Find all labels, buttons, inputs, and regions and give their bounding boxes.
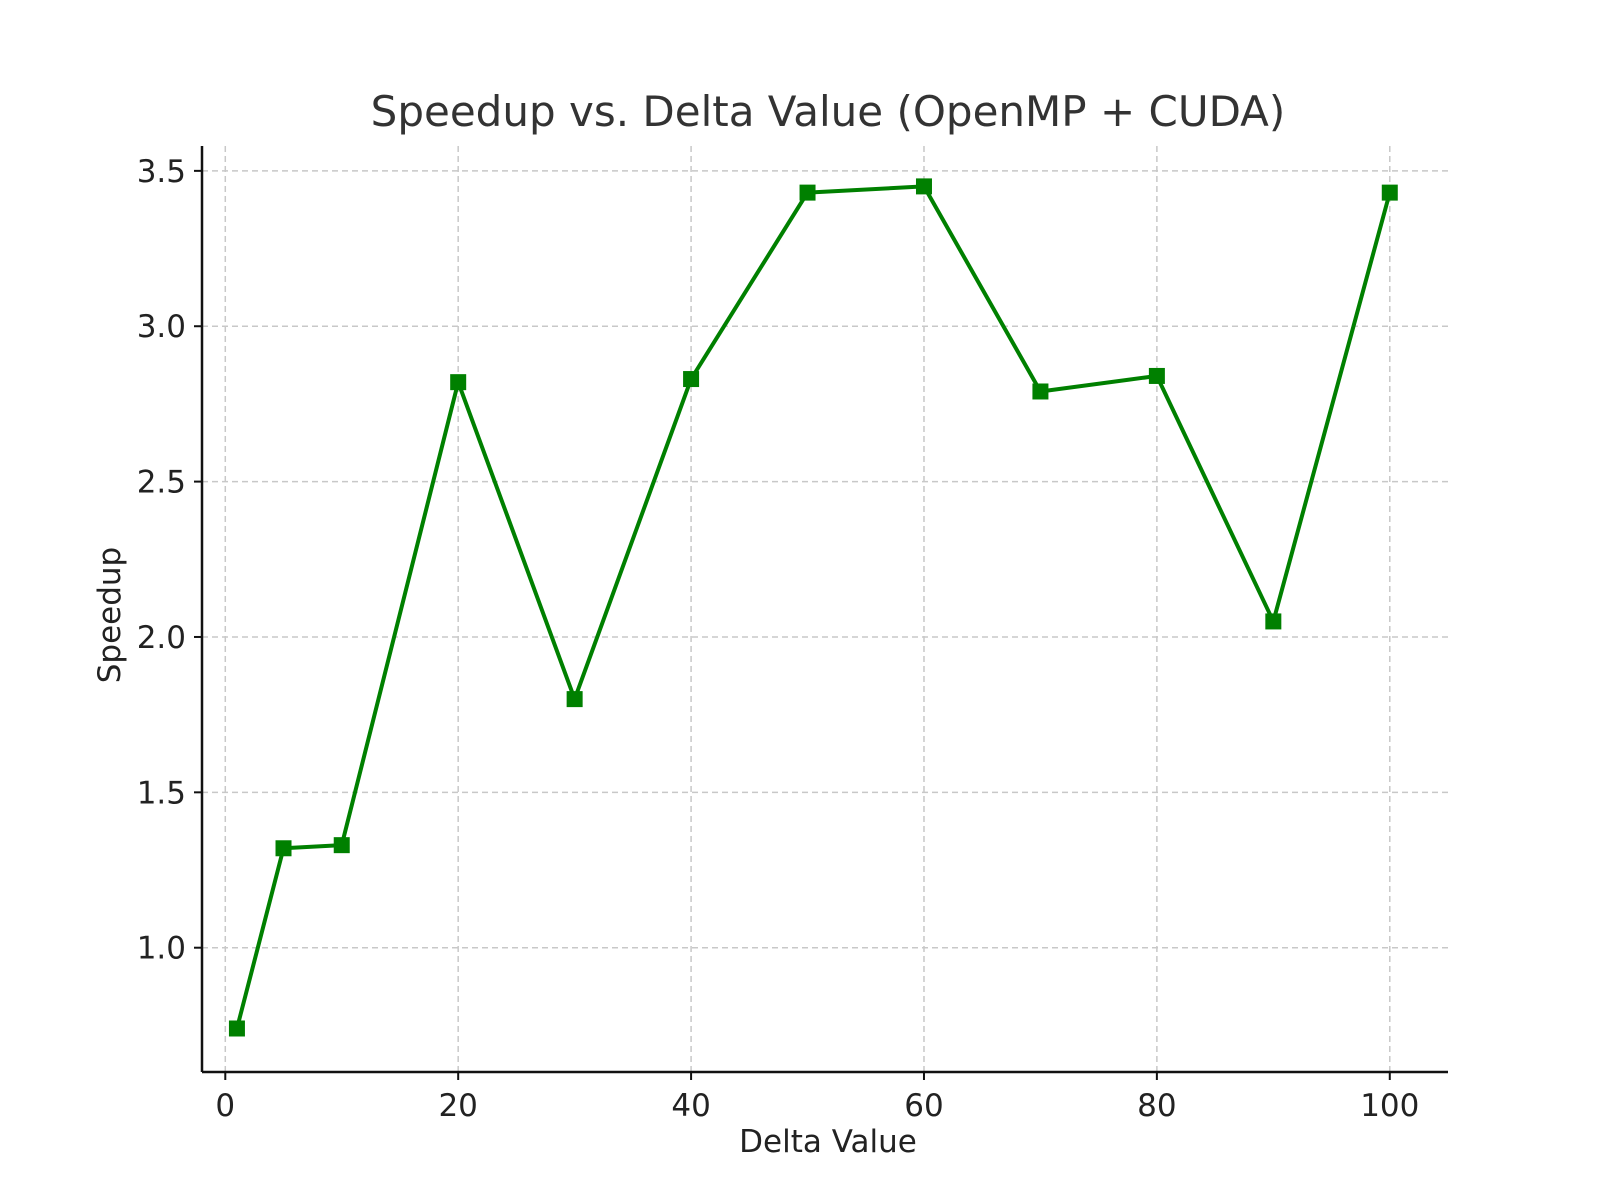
data-point-marker <box>1265 613 1282 630</box>
data-point-marker <box>450 374 467 391</box>
data-point-marker <box>799 184 816 201</box>
data-point-marker <box>566 691 583 708</box>
data-point-marker <box>1381 184 1398 201</box>
y-tick-label: 3.5 <box>137 154 186 190</box>
y-tick-label: 2.0 <box>137 620 186 656</box>
x-tick-label: 80 <box>1137 1088 1176 1124</box>
data-point-marker <box>275 840 292 857</box>
x-axis-label: Delta Value <box>739 1124 917 1160</box>
series-line <box>234 184 1392 1030</box>
x-tick-label: 60 <box>904 1088 943 1124</box>
x-tick-label: 100 <box>1360 1088 1419 1124</box>
y-tick-label: 2.5 <box>137 465 186 501</box>
data-point-marker <box>1032 383 1049 400</box>
data-point-marker <box>1148 367 1165 384</box>
data-point-marker <box>333 837 350 854</box>
y-tick-label: 1.0 <box>137 931 186 967</box>
y-tick-label: 1.5 <box>137 775 186 811</box>
x-tick-label: 0 <box>215 1088 235 1124</box>
y-axis-label: Speedup <box>92 547 128 684</box>
y-tick-label: 3.0 <box>137 309 186 345</box>
series <box>228 178 1398 1037</box>
ticks: 0 20 40 60 80 100 1.0 1.5 2.0 2.5 3.0 3.5 <box>137 154 1420 1124</box>
x-tick-label: 40 <box>671 1088 710 1124</box>
chart-title: Speedup vs. Delta Value (OpenMP + CUDA) <box>371 87 1286 136</box>
x-tick-label: 20 <box>438 1088 477 1124</box>
grid <box>202 146 1448 1072</box>
data-point-marker <box>228 1020 245 1037</box>
axes <box>200 146 1448 1074</box>
data-point-marker <box>683 371 700 388</box>
data-point-marker <box>915 178 932 195</box>
